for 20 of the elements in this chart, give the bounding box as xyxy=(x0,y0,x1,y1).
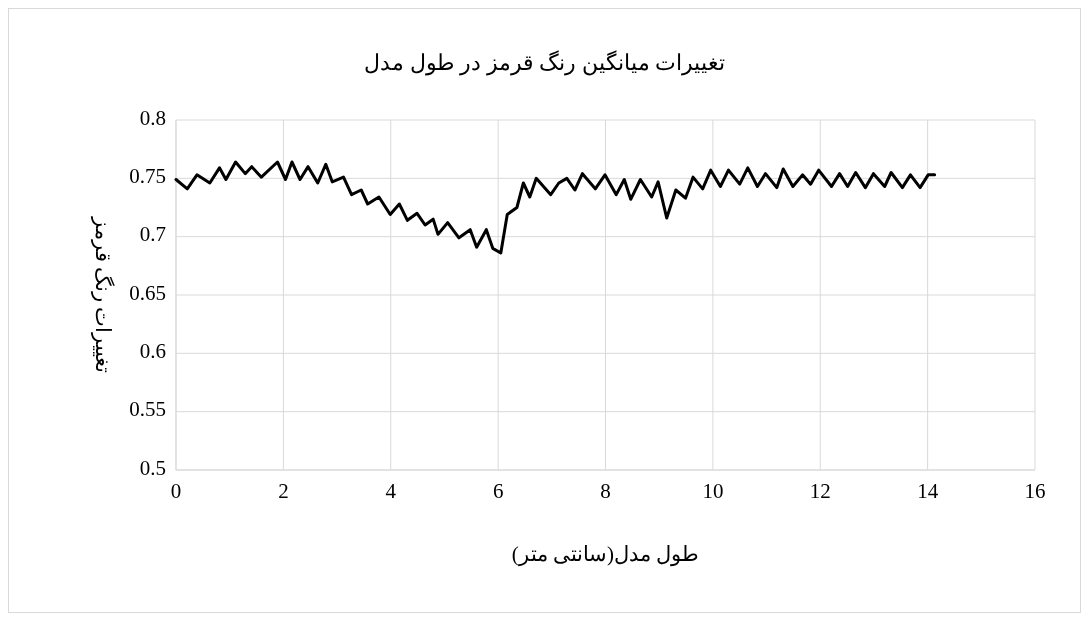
y-tick-label: 0.6 xyxy=(139,339,166,364)
x-tick-label: 12 xyxy=(809,479,831,503)
chart-title: تغییرات میانگین رنگ قرمز در طول مدل xyxy=(364,50,725,76)
x-tick-label: 4 xyxy=(385,479,397,503)
y-tick-label: 0.55 xyxy=(129,397,166,422)
y-tick-label: 0.75 xyxy=(129,164,166,189)
x-tick-label: 0 xyxy=(170,479,182,503)
x-tick-label: 16 xyxy=(1024,479,1046,503)
y-tick-label: 0.5 xyxy=(139,455,166,480)
x-tick-label: 8 xyxy=(600,479,611,503)
y-axis-title: تغییرات رنگ قرمز xyxy=(90,215,115,374)
y-tick-label: 0.8 xyxy=(139,105,166,130)
y-tick-label: 0.7 xyxy=(139,222,166,247)
y-tick-label: 0.65 xyxy=(129,280,166,305)
x-tick-label: 10 xyxy=(702,479,724,503)
x-tick-label: 14 xyxy=(917,479,939,503)
x-tick-label: 2 xyxy=(278,479,289,503)
x-axis-title: طول مدل(سانتی متر) xyxy=(511,542,700,567)
x-tick-label: 6 xyxy=(492,479,504,503)
line-series xyxy=(174,160,937,255)
